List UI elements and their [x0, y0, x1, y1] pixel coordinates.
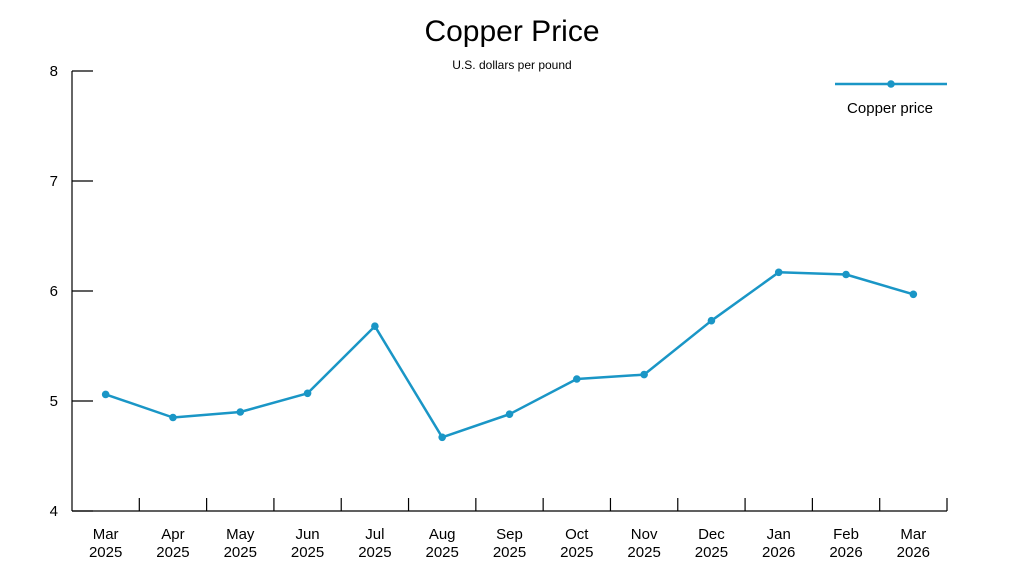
- x-tick-label: Feb: [833, 526, 859, 543]
- data-point: [236, 408, 245, 416]
- y-tick-label: 8: [50, 63, 58, 80]
- legend: Copper price: [835, 80, 947, 117]
- x-tick-label-year: 2025: [493, 544, 526, 561]
- data-point: [774, 268, 783, 277]
- x-tick-label: Mar: [900, 526, 926, 543]
- x-tick-label: Nov: [631, 526, 658, 543]
- chart-title: Copper Price: [424, 15, 600, 48]
- x-tick-label: Apr: [161, 526, 184, 543]
- legend-label: Copper price: [847, 100, 933, 117]
- x-tick-label: May: [226, 526, 255, 543]
- x-tick-label-year: 2025: [627, 544, 660, 561]
- data-point: [169, 413, 177, 422]
- data-point: [707, 316, 716, 325]
- series-group: [101, 268, 918, 442]
- y-tick-label: 5: [50, 393, 58, 410]
- data-point: [101, 390, 110, 399]
- x-tick-label: Jan: [767, 526, 791, 543]
- x-tick-label: Jun: [295, 526, 319, 543]
- y-tick-label: 6: [50, 283, 58, 300]
- chart-subtitle: U.S. dollars per pound: [452, 58, 572, 72]
- x-tick-label: Mar: [93, 526, 119, 543]
- x-tick-label-year: 2025: [426, 544, 459, 561]
- data-point: [909, 290, 918, 299]
- x-tick-label: Aug: [429, 526, 456, 543]
- data-point: [438, 433, 446, 442]
- data-point: [640, 370, 648, 379]
- x-tick-label-year: 2026: [829, 544, 862, 561]
- x-tick-label-year: 2025: [224, 544, 257, 561]
- x-tick-label: Sep: [496, 526, 523, 543]
- data-point: [505, 410, 514, 419]
- x-tick-label-year: 2025: [291, 544, 324, 561]
- x-tick-label: Oct: [565, 526, 589, 543]
- data-point: [303, 389, 312, 398]
- x-tick-label-year: 2025: [358, 544, 391, 561]
- x-tick-label: Jul: [365, 526, 384, 543]
- x-tick-label-year: 2025: [156, 544, 189, 561]
- x-tick-label-year: 2026: [762, 544, 795, 561]
- x-tick-label-year: 2025: [695, 544, 728, 561]
- legend-marker: [887, 80, 895, 88]
- x-tick-label-year: 2025: [560, 544, 593, 561]
- data-point: [371, 322, 379, 331]
- x-tick-label-year: 2025: [89, 544, 122, 561]
- data-point: [573, 375, 581, 383]
- axes: 45678Mar2025Apr2025May2025Jun2025Jul2025…: [50, 63, 948, 561]
- x-tick-label: Dec: [698, 526, 725, 543]
- y-tick-label: 7: [50, 173, 58, 190]
- x-tick-label-year: 2026: [897, 544, 930, 561]
- data-point: [842, 270, 850, 279]
- y-tick-label: 4: [50, 503, 58, 520]
